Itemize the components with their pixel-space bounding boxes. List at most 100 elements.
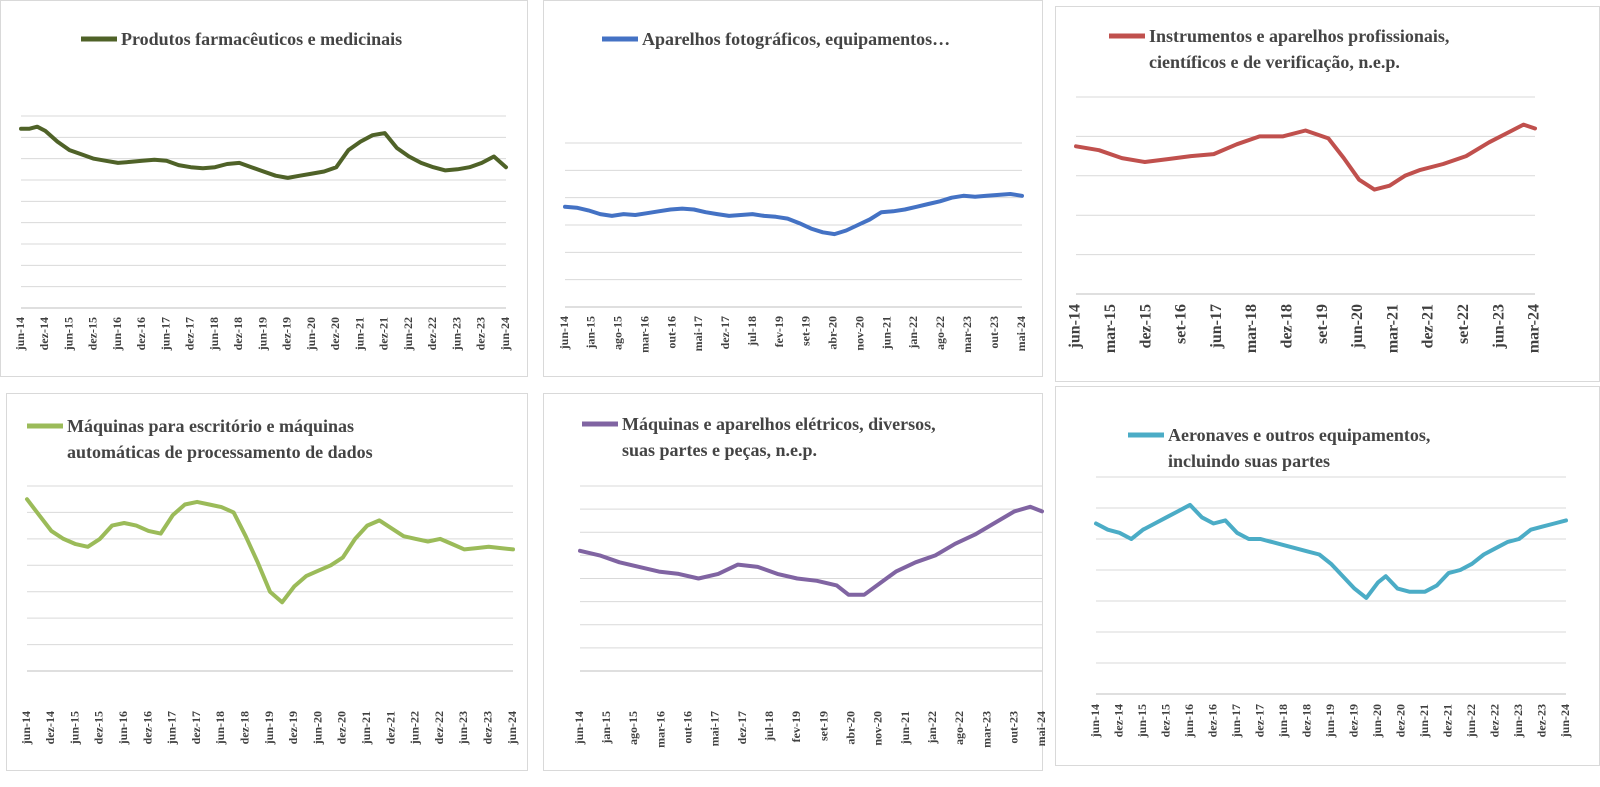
x-tick-label: mar-23 bbox=[960, 316, 974, 353]
x-tick-label: mai-17 bbox=[691, 316, 705, 351]
x-tick-label: dez-15 bbox=[92, 711, 106, 744]
x-tick-label: jun-20 bbox=[304, 317, 318, 351]
chart-title-line: Aeronaves e outros equipamentos, bbox=[1168, 425, 1430, 445]
x-tick-label: jun-15 bbox=[1135, 704, 1149, 738]
x-tick-label: dez-18 bbox=[1299, 704, 1313, 737]
chart-title-line: automáticas de processamento de dados bbox=[67, 442, 373, 462]
x-tick-label: jun-14 bbox=[557, 316, 571, 350]
x-tick-label: dez-20 bbox=[1393, 704, 1407, 737]
x-tick-label: out-23 bbox=[987, 316, 1001, 349]
x-tick-label: set-19 bbox=[1314, 304, 1331, 344]
x-tick-label: dez-21 bbox=[1440, 704, 1454, 737]
x-tick-label: dez-22 bbox=[432, 711, 446, 744]
x-tick-label: jun-24 bbox=[505, 711, 519, 745]
x-tick-label: dez-21 bbox=[1420, 304, 1437, 348]
x-tick-label: jun-23 bbox=[1511, 704, 1525, 738]
x-tick-label: dez-19 bbox=[286, 711, 300, 744]
x-tick-label: nov-20 bbox=[871, 711, 885, 746]
x-tick-label: fev-19 bbox=[772, 316, 786, 347]
x-tick-label: jan-22 bbox=[906, 316, 920, 350]
x-tick-label: nov-20 bbox=[852, 316, 866, 351]
x-tick-label: ago-15 bbox=[626, 711, 640, 745]
x-tick-label: set-19 bbox=[799, 316, 813, 346]
chart-panel-6: Aeronaves e outros equipamentos, incluind… bbox=[1055, 386, 1600, 766]
x-tick-label: jun-14 bbox=[1067, 304, 1084, 349]
series-line bbox=[19, 124, 508, 180]
x-tick-label: jun-21 bbox=[352, 317, 366, 351]
x-tick-label: jun-14 bbox=[13, 317, 27, 351]
x-tick-label: dez-23 bbox=[480, 711, 494, 744]
x-tick-label: jun-16 bbox=[116, 711, 130, 745]
x-tick-label: jun-17 bbox=[158, 317, 172, 351]
x-tick-label: jun-17 bbox=[1208, 304, 1225, 349]
x-tick-label: jun-14 bbox=[572, 711, 586, 745]
x-tick-label: dez-14 bbox=[1111, 704, 1125, 737]
x-tick-label: jun-21 bbox=[879, 316, 893, 350]
x-tick-label: jan-15 bbox=[584, 316, 598, 350]
x-tick-label: out-16 bbox=[664, 316, 678, 349]
chart-svg: Aeronaves e outros equipamentos, incluind… bbox=[1088, 425, 1572, 738]
chart-title-line: Máquinas e aparelhos elétricos, diversos… bbox=[622, 414, 936, 434]
x-tick-label: jun-21 bbox=[898, 711, 912, 745]
x-tick-label: mar-16 bbox=[637, 316, 651, 353]
chart-svg: Instrumentos e aparelhos profissionais, c… bbox=[1067, 26, 1543, 353]
series-line bbox=[578, 504, 1044, 597]
x-tick-label: jun-18 bbox=[213, 711, 227, 745]
series-line bbox=[1094, 502, 1568, 600]
x-tick-label: dez-21 bbox=[377, 317, 391, 350]
x-tick-label: dez-23 bbox=[474, 317, 488, 350]
x-tick-label: dez-14 bbox=[43, 711, 57, 744]
x-tick-label: dez-17 bbox=[735, 711, 749, 744]
x-tick-label: fev-19 bbox=[789, 711, 803, 742]
x-tick-label: jun-22 bbox=[408, 711, 422, 745]
x-tick-label: jun-14 bbox=[19, 711, 33, 745]
x-tick-label: ago-22 bbox=[933, 316, 947, 350]
x-tick-label: jun-20 bbox=[1370, 704, 1384, 738]
x-tick-label: jun-22 bbox=[1464, 704, 1478, 738]
x-tick-label: jun-22 bbox=[401, 317, 415, 351]
chart-title-line: incluindo suas partes bbox=[1168, 451, 1330, 471]
x-tick-label: jun-18 bbox=[1276, 704, 1290, 738]
x-tick-label: jan-15 bbox=[599, 711, 613, 745]
x-tick-label: jun-16 bbox=[110, 317, 124, 351]
x-tick-label: jun-23 bbox=[1490, 304, 1507, 349]
x-tick-label: jun-14 bbox=[1088, 704, 1102, 738]
x-tick-label: dez-17 bbox=[1252, 704, 1266, 737]
x-tick-label: dez-18 bbox=[1279, 304, 1296, 348]
x-tick-label: mar-24 bbox=[1526, 304, 1543, 353]
x-tick-label: ago-15 bbox=[611, 316, 625, 350]
chart-title-line: científicos e de verificação, n.e.p. bbox=[1149, 52, 1400, 72]
chart-panel-3: Instrumentos e aparelhos profissionais, c… bbox=[1055, 6, 1600, 382]
x-tick-label: mai-24 bbox=[1014, 316, 1028, 351]
x-tick-label: dez-21 bbox=[383, 711, 397, 744]
x-tick-label: jun-24 bbox=[498, 317, 512, 351]
x-tick-label: dez-17 bbox=[183, 317, 197, 350]
x-tick-label: mar-23 bbox=[979, 711, 993, 748]
x-tick-label: dez-20 bbox=[328, 317, 342, 350]
x-tick-label: dez-15 bbox=[1158, 704, 1172, 737]
chart-svg: Máquinas para escritório e máquinas autom… bbox=[19, 416, 519, 745]
x-tick-label: jan-22 bbox=[925, 711, 939, 745]
chart-title-line: Produtos farmacêuticos e medicinais bbox=[121, 29, 402, 49]
x-tick-label: jun-17 bbox=[165, 711, 179, 745]
chart-svg: Produtos farmacêuticos e medicinais jun-1… bbox=[13, 29, 512, 351]
series-line bbox=[563, 192, 1024, 237]
x-tick-label: dez-16 bbox=[1205, 704, 1219, 737]
x-tick-label: jul-18 bbox=[745, 316, 759, 347]
x-tick-label: dez-16 bbox=[134, 317, 148, 350]
x-tick-label: dez-19 bbox=[1346, 704, 1360, 737]
x-tick-label: set-16 bbox=[1173, 304, 1190, 344]
x-tick-label: out-16 bbox=[680, 711, 694, 744]
x-tick-label: jul-18 bbox=[762, 711, 776, 742]
chart-panel-1: Produtos farmacêuticos e medicinais jun-1… bbox=[0, 0, 528, 377]
chart-title-line: Máquinas para escritório e máquinas bbox=[67, 416, 354, 436]
chart-panel-4: Máquinas para escritório e máquinas autom… bbox=[6, 393, 528, 771]
chart-title-line: Instrumentos e aparelhos profissionais, bbox=[1149, 26, 1449, 46]
x-tick-label: mar-21 bbox=[1384, 304, 1401, 353]
series-line bbox=[1074, 122, 1537, 192]
x-tick-label: set-22 bbox=[1455, 304, 1472, 344]
x-tick-label: dez-18 bbox=[231, 317, 245, 350]
x-tick-label: mar-15 bbox=[1102, 304, 1119, 353]
x-tick-label: out-23 bbox=[1007, 711, 1021, 744]
series-line bbox=[25, 497, 515, 605]
